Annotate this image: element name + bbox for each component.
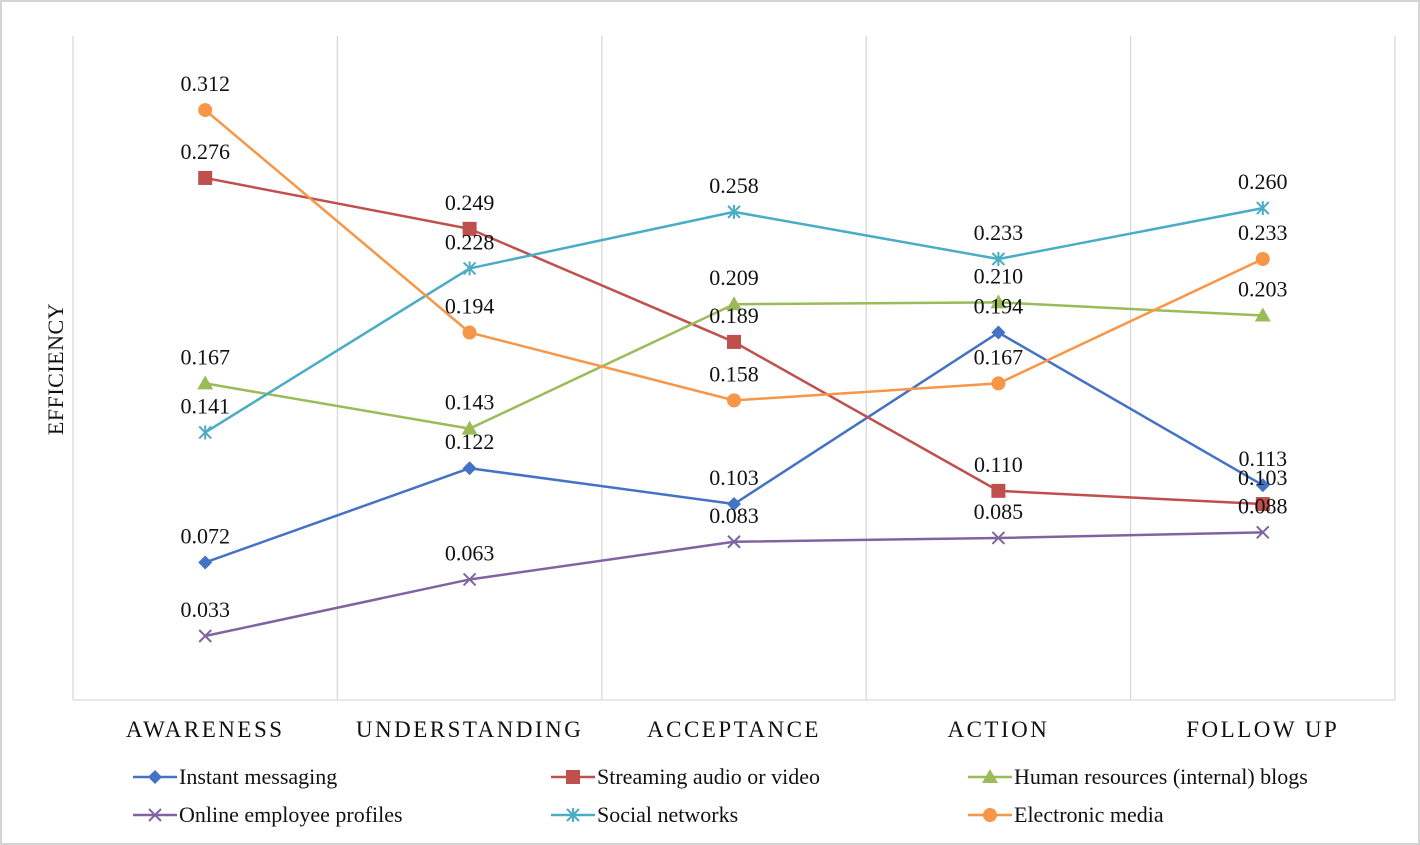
data-label: 0.233 [1238, 220, 1288, 245]
data-point-marker [462, 261, 477, 276]
series-markers [197, 103, 1271, 643]
x-tick-label: ACCEPTANCE [647, 717, 821, 742]
data-label: 0.312 [180, 71, 230, 96]
legend-item: Instant messaging [133, 763, 337, 791]
data-label: 0.228 [445, 229, 495, 254]
data-label: 0.276 [180, 139, 230, 164]
data-label: 0.103 [1238, 465, 1288, 490]
x-tick-label: AWARENESS [126, 717, 285, 742]
data-label: 0.203 [1238, 277, 1288, 302]
data-point-marker [991, 483, 1006, 498]
x-tick-label: ACTION [947, 717, 1049, 742]
legend-marker-icon [551, 770, 595, 784]
legend-marker [566, 770, 580, 784]
legend-marker [983, 808, 997, 822]
data-point-marker [1255, 497, 1270, 512]
data-label: 0.088 [1238, 493, 1288, 518]
data-label: 0.063 [445, 540, 495, 565]
data-label: 0.194 [974, 294, 1024, 319]
x-axis-tick-labels: AWARENESS UNDERSTANDING ACCEPTANCE ACTION FO… [126, 717, 1339, 742]
data-point-marker [1256, 525, 1270, 540]
legend-label: Human resources (internal) blogs [1014, 764, 1308, 789]
data-label: 0.167 [180, 344, 230, 369]
data-point-marker [991, 252, 1006, 266]
data-point-marker [198, 629, 212, 643]
data-point-marker [1255, 478, 1270, 493]
data-label: 0.158 [709, 361, 759, 386]
data-point-marker [727, 204, 741, 219]
data-point-marker [198, 170, 213, 185]
data-point-marker [198, 103, 213, 118]
data-label: 0.033 [180, 597, 230, 622]
legend-marker-icon [968, 808, 1012, 822]
legend-marker [566, 808, 580, 822]
data-point-marker [991, 531, 1006, 545]
y-axis-title: EFFICIENCY [43, 302, 68, 436]
data-label: 0.249 [445, 190, 495, 215]
data-label: 0.233 [974, 220, 1024, 245]
data-label: 0.103 [709, 465, 759, 490]
legend-marker-icon [133, 808, 177, 822]
x-tick-label: FOLLOW UP [1186, 717, 1339, 742]
gridlines [72, 36, 1396, 701]
data-label: 0.167 [974, 344, 1024, 369]
data-point-marker [991, 376, 1006, 391]
legend-item: Human resources (internal) blogs [968, 763, 1308, 791]
data-label: 0.194 [445, 294, 495, 319]
data-label: 0.083 [709, 503, 759, 528]
data-point-marker [727, 497, 741, 512]
data-point-marker [462, 325, 477, 340]
data-label: 0.143 [445, 390, 495, 415]
series-line [204, 109, 1264, 402]
legend-marker-icon [551, 808, 595, 822]
data-label: 0.260 [1238, 169, 1288, 194]
data-point-marker [462, 461, 477, 476]
data-label: 0.085 [974, 499, 1024, 524]
data-label: 0.189 [709, 303, 759, 328]
data-point-marker [461, 420, 478, 435]
data-point-marker [197, 375, 214, 390]
series-line [204, 531, 1263, 638]
data-point-marker [462, 221, 477, 236]
legend-item: Online employee profiles [133, 801, 403, 829]
legend-item: Electronic media [968, 801, 1164, 829]
data-point-marker [1255, 252, 1270, 266]
legend-marker [148, 770, 162, 784]
data-point-marker [1254, 307, 1271, 322]
data-label: 0.141 [180, 393, 230, 418]
x-tick-label: UNDERSTANDING [356, 717, 583, 742]
data-point-marker [198, 425, 212, 440]
data-label: 0.110 [974, 452, 1023, 477]
legend-item: Streaming audio or video [551, 763, 820, 791]
data-label: 0.258 [709, 173, 759, 198]
data-point-marker [990, 294, 1007, 309]
legend-label: Instant messaging [179, 764, 338, 789]
legend-label: Online employee profiles [179, 802, 403, 827]
data-point-marker [1256, 201, 1270, 216]
data-point-marker [727, 393, 741, 408]
data-label: 0.072 [180, 523, 230, 548]
data-label: 0.113 [1238, 446, 1287, 471]
legend-marker [148, 808, 162, 822]
legend-item: Social networks [551, 801, 738, 829]
data-point-marker [198, 555, 213, 570]
data-point-marker [727, 334, 741, 349]
data-point-marker [462, 572, 477, 587]
data-label: 0.210 [974, 263, 1024, 288]
legend-label: Electronic media [1014, 802, 1164, 827]
legend-marker-icon [968, 769, 1012, 783]
legend-marker-icon [133, 770, 177, 784]
legend-label: Streaming audio or video [597, 764, 821, 789]
data-labels: 0.072 0.122 0.103 0.194 0.113 0.276 0.249 0.189… [180, 71, 1287, 622]
data-label: 0.122 [445, 429, 495, 454]
legend-marker [982, 769, 998, 783]
data-point-marker [726, 296, 742, 311]
data-point-marker [991, 325, 1006, 340]
data-point-marker [727, 535, 741, 549]
data-label: 0.209 [709, 265, 759, 290]
legend-label: Social networks [597, 802, 739, 827]
